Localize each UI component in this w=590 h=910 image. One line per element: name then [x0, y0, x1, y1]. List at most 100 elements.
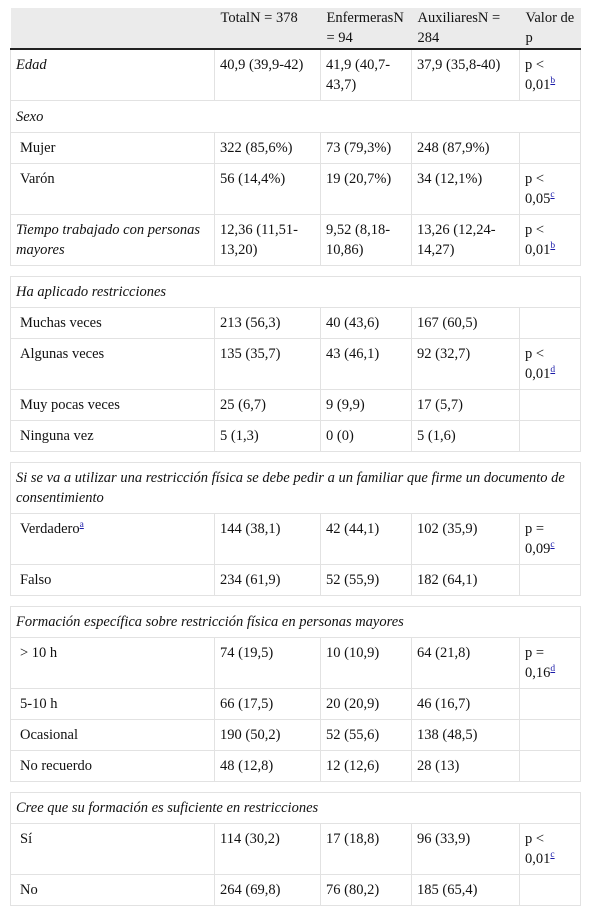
cell-p-value: p < 0,01c: [519, 823, 581, 875]
row-label-text: Varón: [20, 171, 55, 187]
cell-total: 322 (85,6%): [214, 132, 321, 164]
table-row: Falso 234 (61,9) 52 (55,9) 182 (64,1): [10, 564, 581, 596]
row-label: Falso: [10, 564, 215, 596]
cell-total: 135 (35,7): [214, 338, 321, 390]
row-label: Mujer: [10, 132, 215, 164]
cell-total: 66 (17,5): [214, 688, 321, 720]
cell-enfermeras: 20 (20,9): [320, 688, 412, 720]
cell-auxiliares: 138 (48,5): [411, 719, 520, 751]
footnote-link[interactable]: c: [550, 850, 555, 861]
row-label-text: Tiempo trabajado con personas mayores: [16, 222, 201, 258]
row-label: Varón: [10, 163, 215, 215]
row-label: Tiempo trabajado con personas mayores: [10, 214, 215, 266]
cell-enfermeras: 12 (12,6): [320, 750, 412, 782]
table-body: Edad 40,9 (39,9-42) 41,9 (40,7-43,7) 37,9 (…: [10, 48, 581, 906]
cell-p-value: [519, 719, 581, 751]
section-row: Sexo: [10, 100, 581, 133]
spacer-cell: [10, 265, 581, 277]
row-label-text: 5-10 h: [20, 696, 58, 712]
cell-total: 25 (6,7): [214, 389, 321, 421]
footnote-link[interactable]: b: [550, 76, 556, 87]
footnote-link[interactable]: d: [550, 365, 556, 376]
cell-auxiliares: 102 (35,9): [411, 513, 520, 565]
section-row: Ha aplicado restricciones: [10, 276, 581, 308]
results-table: TotalN = 378 EnfermerasN = 94 Auxiliares…: [10, 8, 581, 906]
header-label: [10, 8, 215, 50]
table-row: Algunas veces 135 (35,7) 43 (46,1) 92 (32,7…: [10, 338, 581, 390]
cell-enfermeras: 42 (44,1): [320, 513, 412, 565]
cell-enfermeras: 19 (20,7%): [320, 163, 412, 215]
section-row: Formación específica sobre restricción f…: [10, 606, 581, 638]
cell-p-value: [519, 307, 581, 339]
cell-total: 190 (50,2): [214, 719, 321, 751]
table-row: Ocasional 190 (50,2) 52 (55,6) 138 (48,5): [10, 719, 581, 751]
row-label-text: Verdadero: [20, 521, 80, 537]
cell-p-value: [519, 564, 581, 596]
row-label: Sí: [10, 823, 215, 875]
row-label: Ocasional: [10, 719, 215, 751]
cell-auxiliares: 167 (60,5): [411, 307, 520, 339]
row-label-text: Ninguna vez: [20, 428, 94, 444]
p-value-text: p = 0,09: [525, 521, 551, 557]
cell-auxiliares: 96 (33,9): [411, 823, 520, 875]
table-row: Muy pocas veces 25 (6,7) 9 (9,9) 17 (5,7): [10, 389, 581, 421]
footnote-link[interactable]: d: [550, 664, 556, 675]
cell-p-value: [519, 389, 581, 421]
cell-total: 234 (61,9): [214, 564, 321, 596]
cell-enfermeras: 9,52 (8,18-10,86): [320, 214, 412, 266]
row-label: No: [10, 874, 215, 906]
p-value-text: p = 0,16: [525, 645, 551, 681]
row-label: Muy pocas veces: [10, 389, 215, 421]
cell-p-value: [519, 132, 581, 164]
footnote-link[interactable]: a: [79, 520, 84, 531]
cell-enfermeras: 41,9 (40,7-43,7): [320, 48, 412, 101]
table-row: Mujer 322 (85,6%) 73 (79,3%) 248 (87,9%): [10, 132, 581, 164]
header-auxiliares: AuxiliaresN = 284: [411, 8, 520, 50]
row-label: Ninguna vez: [10, 420, 215, 452]
cell-enfermeras: 9 (9,9): [320, 389, 412, 421]
section-label: Si se va a utilizar una restricción físi…: [10, 462, 581, 514]
cell-total: 48 (12,8): [214, 750, 321, 782]
cell-enfermeras: 0 (0): [320, 420, 412, 452]
cell-enfermeras: 17 (18,8): [320, 823, 412, 875]
cell-p-value: [519, 750, 581, 782]
footnote-link[interactable]: b: [550, 241, 556, 252]
table-row: Verdaderoa 144 (38,1) 42 (44,1) 102 (35,9) p…: [10, 513, 581, 565]
header-total: TotalN = 378: [214, 8, 321, 50]
row-label: Verdaderoa: [10, 513, 215, 565]
cell-auxiliares: 92 (32,7): [411, 338, 520, 390]
cell-total: 114 (30,2): [214, 823, 321, 875]
cell-auxiliares: 13,26 (12,24-14,27): [411, 214, 520, 266]
spacer-row: [10, 595, 581, 607]
table-row: Varón 56 (14,4%) 19 (20,7%) 34 (12,1%) p < 0…: [10, 163, 581, 215]
cell-enfermeras: 40 (43,6): [320, 307, 412, 339]
cell-auxiliares: 28 (13): [411, 750, 520, 782]
section-label: Sexo: [10, 100, 581, 133]
cell-p-value: p < 0,05c: [519, 163, 581, 215]
cell-auxiliares: 37,9 (35,8-40): [411, 48, 520, 101]
section-row: Cree que su formación es suficiente en r…: [10, 792, 581, 824]
cell-auxiliares: 182 (64,1): [411, 564, 520, 596]
cell-enfermeras: 73 (79,3%): [320, 132, 412, 164]
footnote-link[interactable]: c: [550, 540, 555, 551]
row-label: Edad: [10, 48, 215, 101]
cell-p-value: p < 0,01d: [519, 338, 581, 390]
cell-total: 264 (69,8): [214, 874, 321, 906]
spacer-cell: [10, 451, 581, 463]
cell-enfermeras: 10 (10,9): [320, 637, 412, 689]
cell-auxiliares: 34 (12,1%): [411, 163, 520, 215]
spacer-cell: [10, 595, 581, 607]
table-row: Tiempo trabajado con personas mayores 12,…: [10, 214, 581, 266]
footnote-link[interactable]: c: [550, 190, 555, 201]
p-value-text: p < 0,01: [525, 346, 551, 382]
table-row: > 10 h 74 (19,5) 10 (10,9) 64 (21,8) p = 0,1…: [10, 637, 581, 689]
row-label-text: Muy pocas veces: [20, 397, 120, 413]
cell-total: 213 (56,3): [214, 307, 321, 339]
cell-p-value: p < 0,01b: [519, 48, 581, 101]
cell-p-value: [519, 874, 581, 906]
spacer-cell: [10, 781, 581, 793]
table-row: Sí 114 (30,2) 17 (18,8) 96 (33,9) p < 0,01c: [10, 823, 581, 875]
cell-p-value: p = 0,16d: [519, 637, 581, 689]
row-label-text: Sí: [20, 831, 33, 847]
row-label-text: Edad: [16, 57, 47, 73]
